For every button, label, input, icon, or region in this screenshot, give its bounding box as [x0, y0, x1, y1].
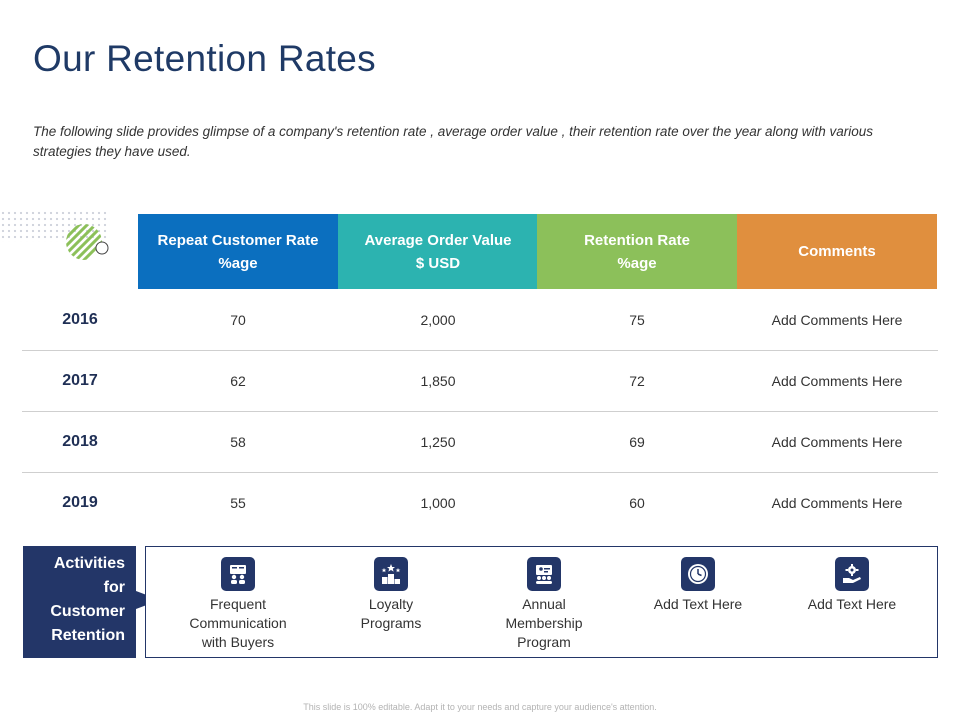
repeat-rate-value: 70	[230, 312, 246, 328]
loyalty-podium-icon	[374, 557, 408, 591]
table-row: 2017 62 1,850 72 Add Comments Here	[22, 351, 938, 412]
activity-label: Frequent Communication with Buyers	[189, 596, 287, 650]
retention-rate-value: 75	[629, 312, 645, 328]
repeat-rate-value: 55	[230, 495, 246, 511]
comment-text[interactable]: Add Comments Here	[771, 434, 903, 450]
activity-item: Add Text Here	[633, 557, 763, 614]
row-year: 2016	[62, 311, 98, 328]
activity-label[interactable]: Add Text Here	[653, 596, 743, 612]
hand-gear-icon	[835, 557, 869, 591]
retention-rate-value: 69	[629, 434, 645, 450]
order-value-value: 1,250	[420, 434, 456, 450]
order-value-value: 2,000	[420, 312, 456, 328]
comment-text[interactable]: Add Comments Here	[771, 373, 903, 389]
striped-circle-icon	[66, 224, 109, 260]
row-year: 2019	[62, 494, 98, 511]
slide-title: Our Retention Rates	[33, 38, 376, 79]
table-row: 2016 70 2,000 75 Add Comments Here	[22, 290, 938, 351]
retention-rate-value: 60	[629, 495, 645, 511]
order-value-value: 1,850	[420, 373, 456, 389]
header-repeat-customer-rate: Repeat Customer Rate %age	[138, 214, 338, 289]
membership-group-icon	[527, 557, 561, 591]
repeat-rate-value: 58	[230, 434, 246, 450]
buyers-communication-icon	[221, 557, 255, 591]
footer-note: This slide is 100% editable. Adapt it to…	[303, 702, 657, 712]
repeat-rate-value: 62	[230, 373, 246, 389]
order-value-value: 1,000	[420, 495, 456, 511]
activity-label: Annual Membership Program	[505, 596, 583, 650]
activities-panel: Frequent Communication with Buyers Loyal…	[145, 546, 938, 658]
header-average-order-value: Average Order Value $ USD	[338, 214, 538, 289]
comment-text[interactable]: Add Comments Here	[771, 495, 903, 511]
header-comments: Comments	[737, 214, 937, 289]
activity-item: Loyalty Programs	[326, 557, 456, 633]
slide-subtitle: The following slide provides glimpse of …	[33, 124, 874, 159]
header-retention-rate: Retention Rate %age	[537, 214, 737, 289]
clock-icon	[681, 557, 715, 591]
retention-rate-value: 72	[629, 373, 645, 389]
activity-item: Add Text Here	[787, 557, 917, 614]
comment-text[interactable]: Add Comments Here	[771, 312, 903, 328]
row-year: 2017	[62, 372, 98, 389]
activity-item: Annual Membership Program	[479, 557, 609, 652]
row-year: 2018	[62, 433, 98, 450]
table-row: 2019 55 1,000 60 Add Comments Here	[22, 473, 938, 533]
table-row: 2018 58 1,250 69 Add Comments Here	[22, 412, 938, 473]
activity-label: Loyalty Programs	[360, 596, 422, 631]
activity-item: Frequent Communication with Buyers	[173, 557, 303, 652]
activity-label[interactable]: Add Text Here	[807, 596, 897, 612]
activities-label: Activities for Customer Retention	[23, 546, 136, 658]
